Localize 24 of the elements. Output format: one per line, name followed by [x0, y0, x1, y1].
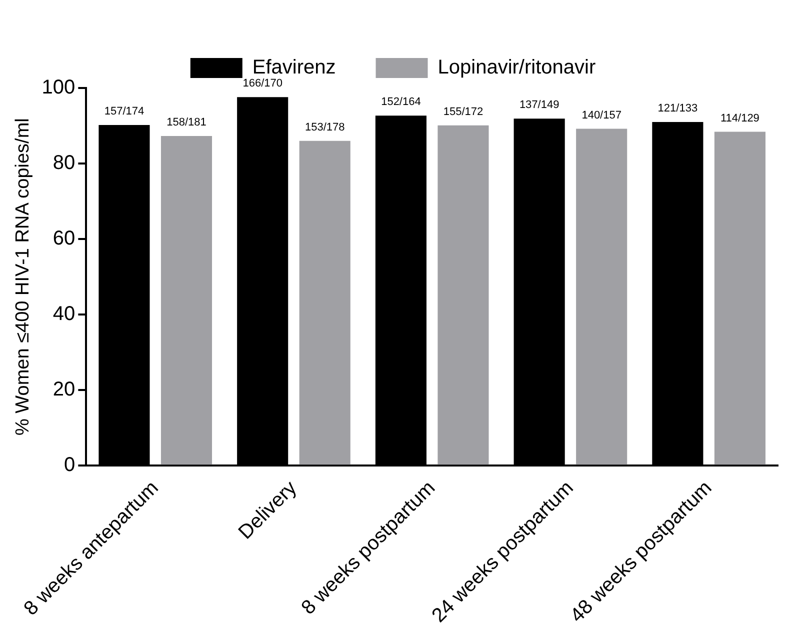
- data-label: 114/129: [720, 112, 760, 124]
- data-label: 158/181: [166, 116, 206, 128]
- data-label: 153/178: [304, 121, 345, 134]
- data-label: 121/133: [658, 102, 698, 115]
- y-tick-label: 60: [52, 228, 76, 250]
- legend-label: Efavirenz: [252, 56, 336, 79]
- data-label: 140/157: [582, 109, 622, 122]
- data-label: 137/149: [519, 99, 560, 112]
- data-label: 166/170: [242, 78, 282, 90]
- bar: [714, 132, 766, 465]
- y-tick-label: 20: [52, 378, 76, 401]
- y-tick-label: 80: [52, 152, 76, 174]
- bar: [576, 128, 628, 465]
- bar: [438, 125, 489, 465]
- y-tick-label: 0: [64, 454, 76, 476]
- y-tick-label: 40: [52, 303, 76, 326]
- data-label: 155/172: [443, 106, 484, 118]
- data-label: 157/174: [104, 106, 144, 118]
- bar: [160, 136, 212, 465]
- legend-label: Lopinavir/ritonavir: [438, 56, 596, 79]
- y-axis-title: % Women ≤400 HIV-1 RNA copies/ml: [12, 118, 34, 436]
- bar: [299, 140, 350, 465]
- y-tick-label: 100: [42, 76, 76, 99]
- data-label: 152/164: [381, 96, 421, 108]
